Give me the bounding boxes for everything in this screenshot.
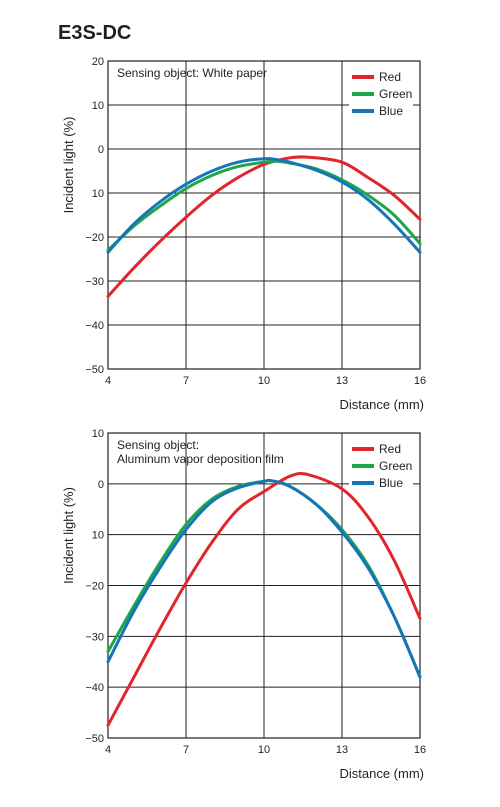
annotation-text: Sensing object: [117, 438, 199, 452]
plot-frame [107, 432, 421, 739]
y-tick-label: −30 [85, 276, 104, 288]
y-tick-label: −50 [85, 733, 104, 745]
x-tick-label: 7 [183, 744, 189, 756]
x-tick-label: 13 [336, 744, 348, 756]
chart-2: 10 0 10 −20 −30 −40 −504 7 10 13 16 Distance (mm) In… [61, 428, 426, 781]
page-title: E3S-DC [58, 22, 132, 44]
y-tick-label: −30 [85, 631, 104, 643]
chart-1: 20 10 0 10 −20 −30 −40 −504 7 10 13 16 Distance (mm)… [61, 56, 426, 412]
y-tick-label: 10 [92, 428, 104, 440]
y-tick-label: −40 [85, 320, 104, 332]
y-axis-label: Incident light (%) [61, 117, 76, 214]
legend-box [349, 438, 413, 488]
series-line-blue [106, 478, 422, 679]
x-tick-label: 7 [183, 375, 189, 387]
series-line-green [106, 159, 422, 252]
annotation-text: Sensing object: White paper [117, 66, 267, 80]
legend-label-red: Red [379, 442, 401, 456]
legend-label-blue: Blue [379, 476, 403, 490]
annotation-text: Aluminum vapor deposition film [117, 452, 284, 466]
y-tick-label: −50 [85, 364, 104, 376]
x-tick-label: 4 [105, 375, 111, 387]
x-axis-label: Distance (mm) [339, 397, 424, 412]
y-tick-label: −20 [85, 581, 104, 593]
y-tick-label: 0 [98, 144, 104, 156]
y-tick-label: −40 [85, 682, 104, 694]
y-tick-label: 10 [92, 530, 104, 542]
legend-label-red: Red [379, 70, 401, 84]
y-tick-label: 10 [92, 188, 104, 200]
x-tick-label: 4 [105, 744, 111, 756]
x-tick-label: 10 [258, 744, 270, 756]
y-tick-label: 10 [92, 100, 104, 112]
y-tick-label: −20 [85, 232, 104, 244]
x-axis-label: Distance (mm) [339, 766, 424, 781]
series-line-red [106, 472, 422, 727]
y-tick-label: 0 [98, 479, 104, 491]
series-line-blue [106, 157, 422, 254]
y-axis-label: Incident light (%) [61, 487, 76, 584]
x-tick-label: 16 [414, 375, 426, 387]
legend-label-green: Green [379, 459, 412, 473]
x-tick-label: 13 [336, 375, 348, 387]
plot-frame [107, 60, 421, 370]
series-line-red [106, 155, 422, 298]
legend-label-blue: Blue [379, 104, 403, 118]
legend-label-green: Green [379, 87, 412, 101]
x-tick-label: 10 [258, 375, 270, 387]
x-tick-label: 16 [414, 744, 426, 756]
legend-box [349, 66, 413, 116]
y-tick-label: 20 [92, 56, 104, 68]
